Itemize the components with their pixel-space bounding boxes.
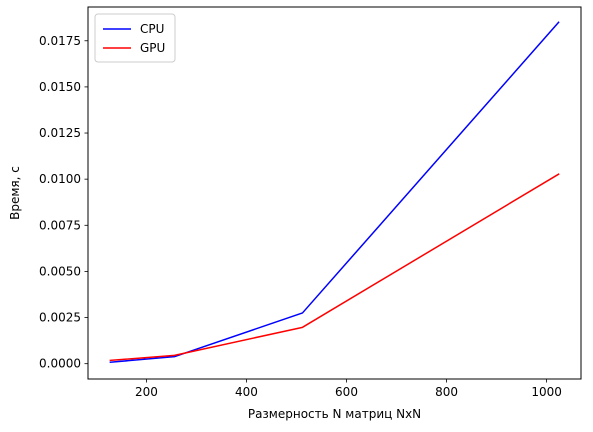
x-tick-label: 400 — [235, 385, 258, 399]
y-tick-label: 0.0150 — [39, 80, 81, 94]
y-tick-label: 0.0000 — [39, 357, 81, 371]
legend: CPU GPU — [94, 13, 176, 63]
legend-box — [94, 13, 176, 63]
x-tick-label: 200 — [135, 385, 158, 399]
y-tick-label: 0.0050 — [39, 264, 81, 278]
x-axis-label: Размерность N матриц NxN — [248, 407, 421, 421]
x-tick-label: 1000 — [531, 385, 562, 399]
legend-label-cpu: CPU — [140, 22, 164, 36]
series-line-gpu — [109, 173, 560, 362]
x-tick-label: 800 — [435, 385, 458, 399]
y-axis: 0.0000 0.0025 0.0050 0.0075 0.0100 0.0125 0.01… — [39, 34, 88, 371]
y-tick-label: 0.0100 — [39, 172, 81, 186]
x-axis: 200 400 600 800 1000 — [135, 379, 562, 399]
axes-frame — [87, 6, 582, 380]
y-axis-label: Время, с — [8, 166, 22, 220]
series-line-cpu — [109, 21, 560, 364]
y-tick-label: 0.0175 — [39, 34, 81, 48]
y-tick-label: 0.0025 — [39, 311, 81, 325]
legend-label-gpu: GPU — [140, 41, 165, 55]
plot-area — [109, 21, 560, 364]
y-tick-label: 0.0075 — [39, 218, 81, 232]
x-tick-label: 600 — [335, 385, 358, 399]
y-tick-label: 0.0125 — [39, 126, 81, 140]
